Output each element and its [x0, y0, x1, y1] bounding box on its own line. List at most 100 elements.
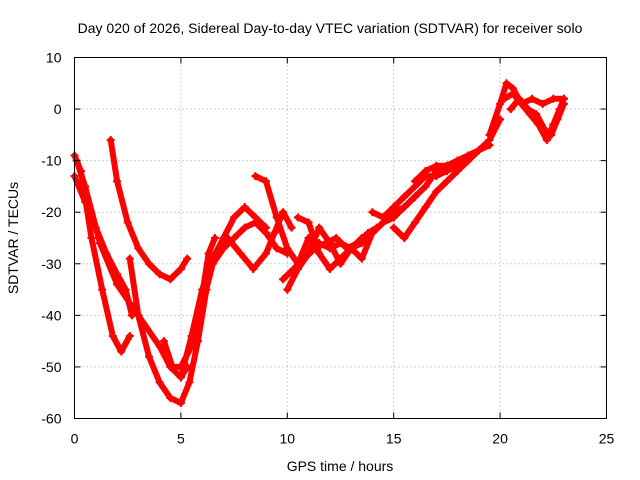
data-point [210, 234, 219, 242]
data-point [223, 234, 232, 242]
data-point [287, 223, 296, 232]
data-point [81, 182, 90, 191]
data-point [262, 177, 271, 186]
data-point [202, 275, 211, 284]
data-point [315, 249, 324, 258]
data-point [410, 177, 419, 186]
series-line-track-10 [252, 173, 355, 267]
data-point [389, 203, 398, 212]
data-point [293, 264, 302, 273]
data-point [283, 285, 292, 294]
data-point [347, 244, 356, 253]
y-tick-label: -60 [41, 411, 61, 427]
data-point [500, 94, 509, 103]
label-layer: 0 5 10 15 20 25 -60 -50 -40 -30 -20 -10 0 10 [41, 50, 614, 447]
data-point [270, 228, 279, 237]
data-point [117, 347, 126, 356]
data-point [332, 234, 341, 242]
data-point [251, 218, 260, 227]
data-point [502, 79, 511, 88]
data-point [262, 228, 271, 237]
data-point [236, 249, 245, 258]
y-tick-label: 10 [46, 50, 62, 66]
data-point [389, 213, 398, 222]
data-point [506, 105, 515, 114]
x-tick-label: 25 [599, 431, 615, 447]
data-point [421, 203, 430, 212]
data-point [540, 125, 549, 134]
data-point [464, 151, 473, 160]
tick-layer [74, 57, 607, 419]
data-point [134, 244, 143, 253]
data-point [389, 223, 398, 232]
data-point [410, 192, 419, 201]
data-point [272, 244, 281, 253]
data-point [304, 218, 313, 227]
data-point [325, 264, 334, 273]
data-point [198, 301, 207, 310]
data-point [108, 331, 117, 340]
data-point [325, 239, 334, 248]
data-point [144, 352, 153, 361]
data-point [134, 311, 143, 320]
data-point [442, 177, 451, 186]
data-point [474, 146, 483, 155]
data-point [240, 203, 249, 212]
data-point [485, 141, 494, 150]
x-tick-label: 20 [492, 431, 508, 447]
y-tick-label: 0 [54, 101, 62, 117]
data-point [98, 285, 107, 294]
data-point [96, 239, 105, 248]
data-point [125, 331, 134, 340]
data-point [553, 115, 562, 124]
y-tick-label: -50 [41, 359, 61, 375]
data-point [272, 213, 281, 222]
y-tick-label: -20 [41, 204, 61, 220]
series-layer [70, 79, 568, 408]
data-point [251, 172, 260, 181]
data-point [293, 213, 302, 222]
data-point [155, 378, 164, 387]
data-point [432, 187, 441, 196]
data-point [421, 182, 430, 191]
data-point [538, 99, 547, 108]
data-point [515, 94, 524, 103]
data-point [442, 161, 451, 170]
data-point [549, 94, 558, 103]
x-tick-label: 0 [71, 431, 79, 447]
series-line-track-20 [507, 95, 567, 138]
data-point [123, 218, 132, 227]
data-point [304, 249, 313, 258]
data-point [357, 239, 366, 248]
data-point [113, 280, 122, 289]
data-point [125, 254, 134, 263]
data-point [176, 264, 185, 273]
data-point [144, 259, 153, 268]
data-point [155, 270, 164, 279]
data-point [508, 89, 517, 98]
data-point [230, 213, 239, 222]
data-point [432, 161, 441, 170]
data-point [183, 254, 192, 263]
data-point [559, 99, 568, 108]
data-point [283, 244, 292, 253]
data-point [249, 264, 258, 273]
data-point [379, 213, 388, 222]
data-point [547, 130, 556, 139]
data-point [213, 249, 222, 258]
data-point [159, 337, 168, 346]
data-point [176, 373, 185, 382]
data-point [368, 208, 377, 217]
data-point [204, 249, 213, 258]
data-point [166, 275, 175, 284]
data-point [336, 259, 345, 268]
data-point [87, 234, 96, 242]
data-point [453, 166, 462, 175]
data-point [528, 94, 537, 103]
data-point [542, 136, 551, 145]
data-point [400, 234, 409, 242]
y-tick-label: -40 [41, 307, 61, 323]
data-point [357, 254, 366, 263]
